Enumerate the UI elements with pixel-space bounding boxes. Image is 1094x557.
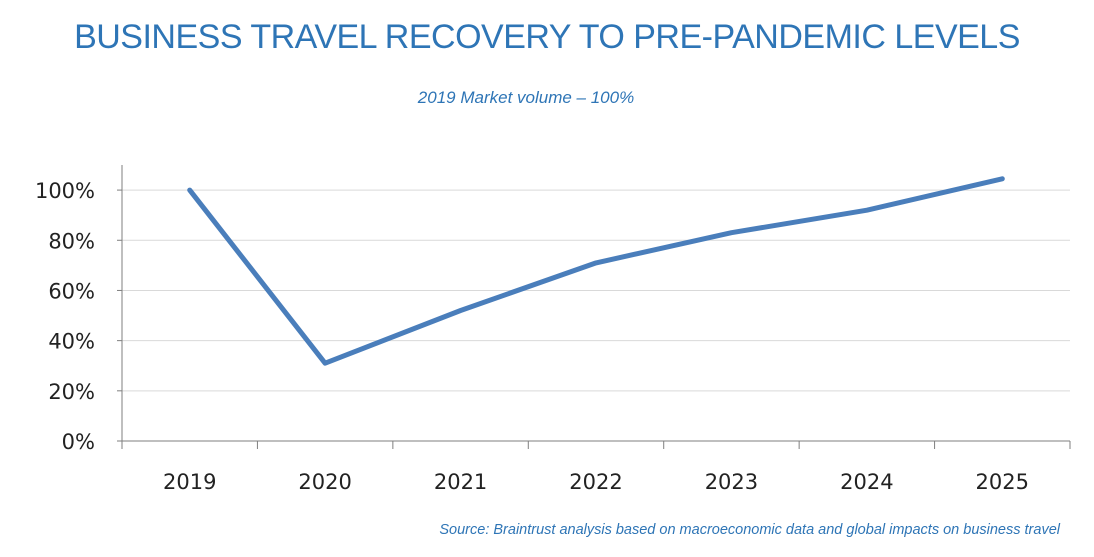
gridlines	[122, 189, 1070, 392]
x-axis-tick-labels: 2019 2020 2021 2022 2023 2024 2025	[163, 470, 1029, 494]
chart-subtitle: 2019 Market volume – 100%	[417, 88, 635, 107]
y-tick-label: 20%	[48, 380, 95, 404]
y-tick-label: 40%	[48, 330, 95, 354]
y-tick-label: 0%	[62, 430, 95, 454]
y-tick-label: 80%	[48, 229, 95, 253]
y-tick-label: 100%	[35, 179, 95, 203]
y-tick-label: 60%	[48, 279, 95, 303]
y-axis-tick-labels: 0% 20% 40% 60% 80% 100%	[35, 179, 95, 454]
data-point	[729, 230, 734, 235]
axes	[117, 165, 1071, 449]
series-line	[187, 176, 1005, 366]
x-tick-label: 2021	[434, 470, 487, 494]
data-point	[594, 260, 599, 265]
x-tick-label: 2024	[840, 470, 893, 494]
chart-title: BUSINESS TRAVEL RECOVERY TO PRE-PANDEMIC…	[74, 18, 1020, 56]
x-tick-label: 2022	[569, 470, 622, 494]
source-note: Source: Braintrust analysis based on mac…	[439, 522, 1060, 538]
data-point	[187, 188, 192, 193]
x-tick-label: 2020	[298, 470, 351, 494]
x-tick-label: 2019	[163, 470, 216, 494]
data-point	[458, 308, 463, 313]
x-tick-label: 2025	[976, 470, 1029, 494]
x-tick-label: 2023	[705, 470, 758, 494]
series-group	[187, 176, 1005, 366]
data-point	[864, 208, 869, 213]
data-point	[1000, 176, 1005, 181]
data-point	[323, 361, 328, 366]
